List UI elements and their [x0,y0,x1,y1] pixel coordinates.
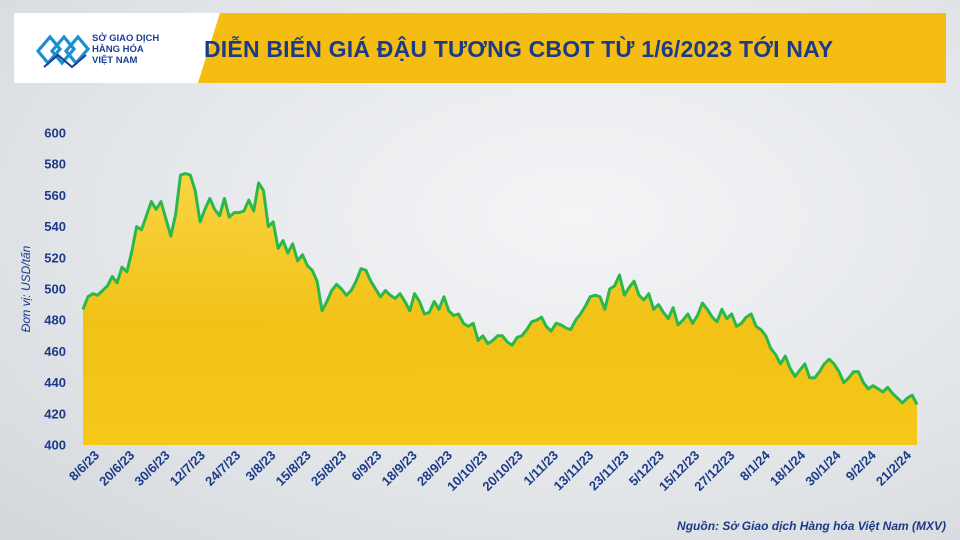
logo-line-2: HÀNG HÓA [92,44,144,55]
logo-line-1: SỞ GIAO DỊCH [92,33,160,44]
y-tick-label: 440 [44,375,66,390]
logo-text: SỞ GIAO DỊCH HÀNG HÓA VIỆT NAM [92,33,188,66]
y-tick-label: 500 [44,282,66,297]
y-tick-label: 400 [44,438,66,453]
y-tick-label: 420 [44,406,66,421]
y-tick-label: 600 [44,126,66,141]
x-tick-label: 12/7/23 [167,448,208,489]
x-tick-label: 23/11/23 [586,448,632,494]
mxv-logo-icon [36,34,91,69]
y-axis-label: Đơn vị: USD/tấn [19,245,33,332]
y-tick-label: 520 [44,250,66,265]
logo-panel: SỞ GIAO DỊCH HÀNG HÓA VIỆT NAM [14,13,220,83]
x-tick-label: 21/2/24 [873,447,915,489]
x-tick-label: 25/8/23 [308,448,349,489]
x-tick-label: 30/1/24 [802,447,844,489]
y-tick-label: 540 [44,219,66,234]
source-note: Nguồn: Sở Giao dịch Hàng hóa Việt Nam (M… [677,519,946,533]
x-tick-label: 18/9/23 [379,448,420,489]
x-tick-label: 30/6/23 [131,448,172,489]
y-tick-label: 560 [44,188,66,203]
chart-title: DIỄN BIẾN GIÁ ĐẬU TƯƠNG CBOT TỪ 1/6/2023… [204,36,834,62]
logo-line-3: VIỆT NAM [92,55,138,66]
y-tick-label: 580 [44,157,66,172]
x-tick-label: 24/7/23 [202,448,243,489]
x-tick-label: 18/1/24 [767,447,809,489]
x-tick-label: 20/6/23 [96,448,137,489]
y-tick-label: 480 [44,313,66,328]
y-tick-label: 460 [44,344,66,359]
x-tick-label: 15/8/23 [273,448,314,489]
price-area [83,173,917,445]
price-line [81,172,919,406]
